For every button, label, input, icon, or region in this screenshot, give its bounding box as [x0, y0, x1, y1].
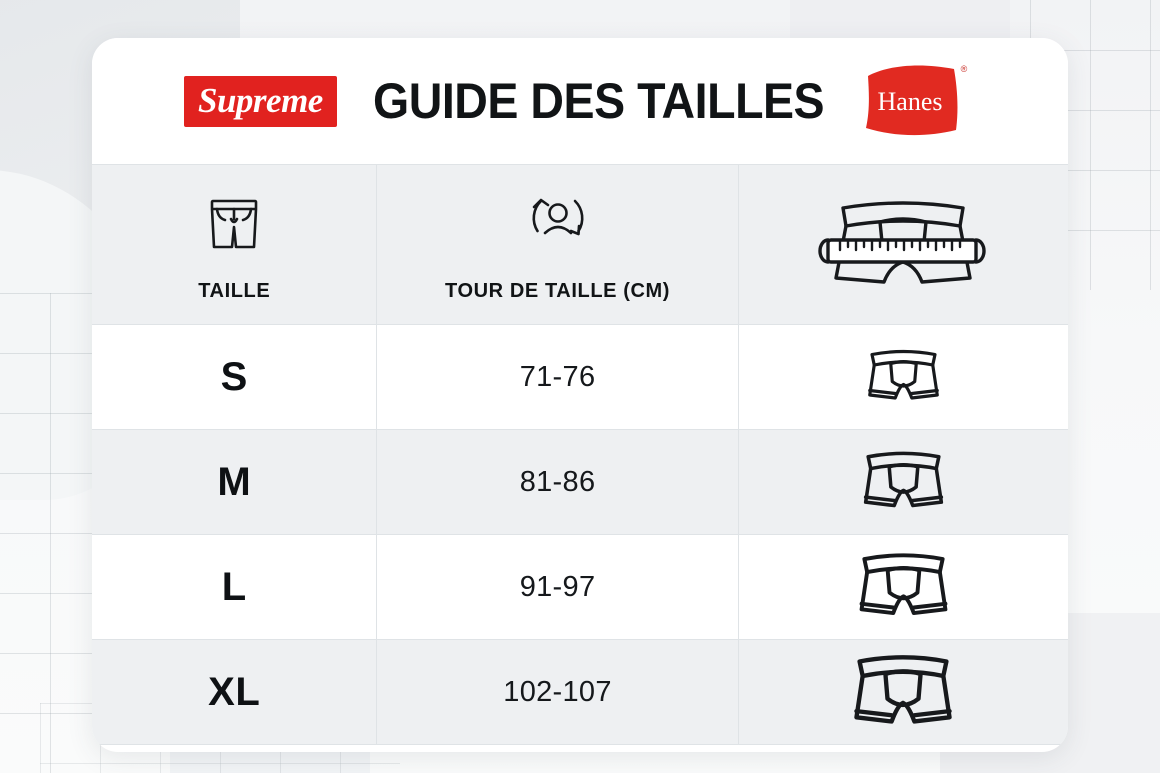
supreme-logo-text: Supreme	[198, 80, 323, 120]
waist-value: 81-86	[519, 465, 596, 498]
column-header-illustration	[737, 164, 1068, 325]
size-value: L	[221, 564, 247, 609]
table-row: L 91-97	[92, 534, 1068, 640]
cell-waist: 81-86	[376, 429, 739, 535]
column-header-waist-label: TOUR DE TAILLE (CM)	[444, 279, 671, 302]
boxer-briefs-icon	[857, 451, 950, 523]
column-header-size-label: TAILLE	[198, 279, 271, 302]
table-row: S 71-76	[92, 324, 1068, 430]
column-header-size: TAILLE	[92, 164, 377, 325]
cell-illustration	[737, 324, 1068, 430]
size-value: M	[217, 459, 252, 504]
cell-waist: 102-107	[376, 639, 739, 745]
size-value: S	[220, 354, 248, 399]
boxer-briefs-measuring-tape-icon	[810, 182, 996, 305]
size-value: XL	[208, 669, 261, 714]
waist-value: 71-76	[519, 360, 596, 393]
hanes-logo: Hanes ®	[860, 60, 978, 142]
cell-size: L	[92, 534, 377, 640]
cell-size: M	[92, 429, 377, 535]
svg-text:®: ®	[961, 64, 968, 74]
boxer-briefs-icon	[846, 654, 960, 742]
shorts-icon	[197, 185, 271, 264]
table-header: TAILLE	[92, 164, 1068, 325]
table-row: XL 102-107	[92, 639, 1068, 745]
size-chart-table: TAILLE	[92, 164, 1068, 745]
boxer-briefs-icon	[862, 349, 945, 414]
table-row: M 81-86	[92, 429, 1068, 535]
cell-waist: 71-76	[376, 324, 739, 430]
cell-illustration	[737, 639, 1068, 745]
boxer-briefs-icon	[852, 553, 955, 632]
page-title: GUIDE DES TAILLES	[372, 73, 825, 129]
card-header: Supreme GUIDE DES TAILLES Hanes ®	[92, 38, 1068, 164]
table-body: S 71-76	[92, 324, 1068, 745]
cell-size: XL	[92, 639, 377, 745]
supreme-box-logo: Supreme	[184, 75, 337, 127]
size-guide-card: Supreme GUIDE DES TAILLES Hanes ®	[92, 38, 1068, 752]
waist-value: 91-97	[519, 570, 596, 603]
cell-illustration	[737, 429, 1068, 535]
waist-measure-person-icon	[521, 185, 595, 264]
column-header-waist: TOUR DE TAILLE (CM)	[376, 164, 739, 325]
cell-waist: 91-97	[376, 534, 739, 640]
cell-size: S	[92, 324, 377, 430]
table-header-row: TAILLE	[92, 164, 1068, 325]
waist-value: 102-107	[503, 675, 612, 708]
cell-illustration	[737, 534, 1068, 640]
background-grid-left	[0, 293, 110, 773]
svg-text:Hanes: Hanes	[878, 87, 943, 116]
